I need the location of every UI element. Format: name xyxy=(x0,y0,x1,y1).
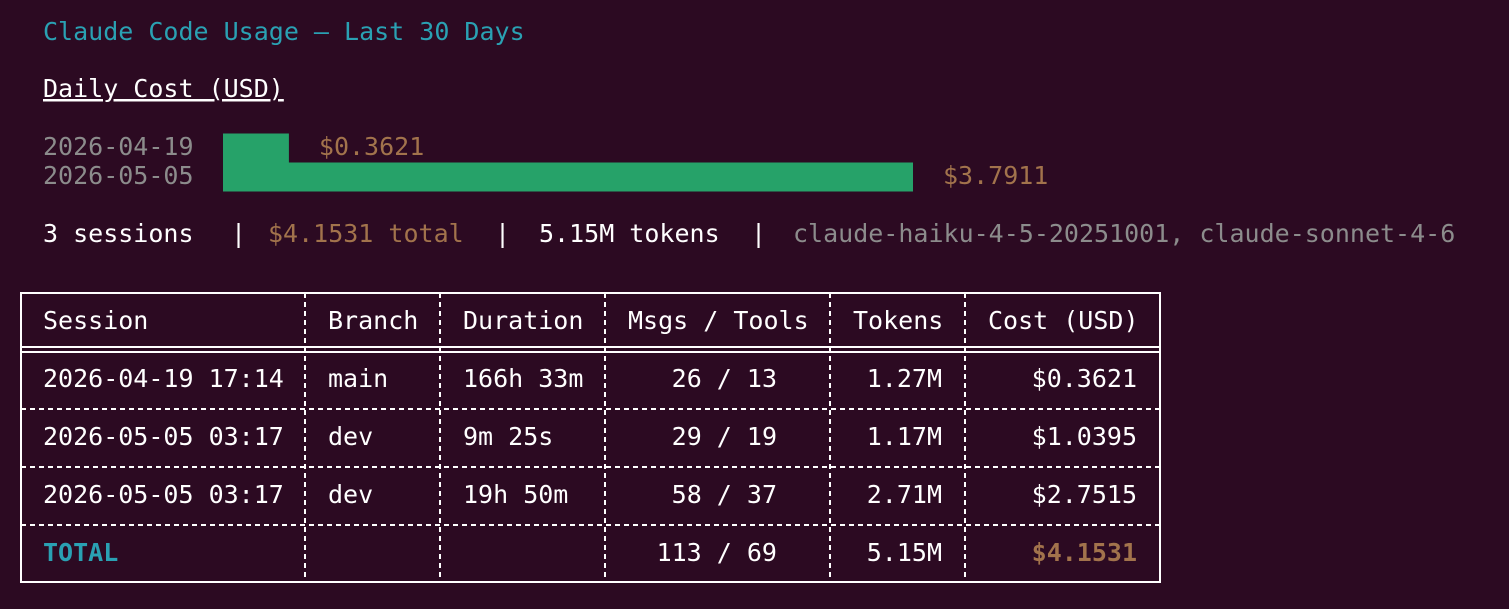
separator: | xyxy=(495,219,510,248)
cell: 58 / 37 xyxy=(672,480,777,509)
summary-models: claude-haiku-4-5-20251001, claude-sonnet… xyxy=(793,219,1455,248)
cell: $2.7515 xyxy=(1032,480,1137,509)
table-border xyxy=(20,292,1161,583)
column-header: Cost (USD) xyxy=(988,306,1139,335)
column-header: Branch xyxy=(328,306,418,335)
total-label: TOTAL xyxy=(43,538,118,567)
date-label: 2026-05-05 xyxy=(43,161,194,190)
summary-sessions: 3 sessions xyxy=(43,219,194,248)
cell: 26 / 13 xyxy=(672,364,777,393)
cell: 1.27M xyxy=(867,364,942,393)
column-header: Msgs / Tools xyxy=(628,306,809,335)
cell: 2.71M xyxy=(867,480,942,509)
cell: 9m 25s xyxy=(463,422,553,451)
total-cost: $4.1531 xyxy=(1032,538,1137,567)
cell: dev xyxy=(328,422,373,451)
section-title: Daily Cost (USD) xyxy=(43,74,284,103)
total-tokens: 5.15M xyxy=(867,538,942,567)
cell: dev xyxy=(328,480,373,509)
separator: | xyxy=(751,219,766,248)
cell: 166h 33m xyxy=(463,364,583,393)
cell: $1.0395 xyxy=(1032,422,1137,451)
separator: | xyxy=(231,219,246,248)
value-label: $0.3621 xyxy=(319,132,424,161)
column-header: Session xyxy=(43,306,148,335)
cell: $0.3621 xyxy=(1032,364,1137,393)
total-msgs: 113 / 69 xyxy=(657,538,777,567)
table xyxy=(20,292,1161,583)
title: Claude Code Usage — Last 30 Days xyxy=(43,17,525,46)
value-label: $3.7911 xyxy=(943,161,1048,190)
cell: 19h 50m xyxy=(463,480,568,509)
date-label: 2026-04-19 xyxy=(43,132,194,161)
bar xyxy=(223,162,913,192)
cell: 2026-05-05 03:17 xyxy=(43,480,284,509)
summary-tokens: 5.15M tokens xyxy=(539,219,720,248)
column-header: Duration xyxy=(463,306,583,335)
cell: main xyxy=(328,364,388,393)
cell: 1.17M xyxy=(867,422,942,451)
cell: 2026-04-19 17:14 xyxy=(43,364,284,393)
cell: 2026-05-05 03:17 xyxy=(43,422,284,451)
bar xyxy=(223,133,289,163)
cell: 29 / 19 xyxy=(672,422,777,451)
summary-total: $4.1531 total xyxy=(268,219,464,248)
column-header: Tokens xyxy=(853,306,943,335)
